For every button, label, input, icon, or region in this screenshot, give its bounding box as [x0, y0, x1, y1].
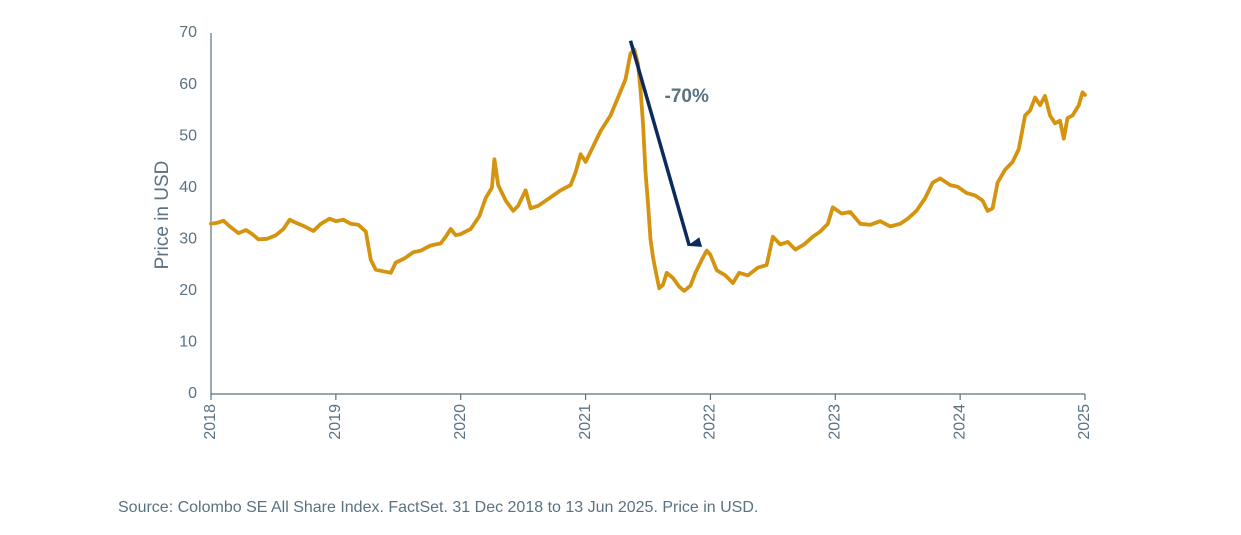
y-tick-label: 0: [188, 385, 197, 402]
drawdown-arrow: [628, 40, 703, 247]
source-note: Source: Colombo SE All Share Index. Fact…: [118, 499, 759, 516]
x-tick-label: 2019: [327, 404, 344, 440]
y-tick-label: 40: [179, 179, 197, 196]
y-tick-label: 10: [179, 334, 197, 351]
series-line-0: [209, 47, 1087, 293]
line-chart: 0 10 20 30 40 50 60 70 2018 2019 2020 2021 2022 2023…: [152, 24, 1093, 440]
x-tick-label: 2021: [577, 404, 594, 440]
x-tick-label: 2018: [202, 404, 219, 440]
x-axis: 2018 2019 2020 2021 2022 2023 2024 2025: [202, 393, 1093, 440]
x-tick-label: 2022: [702, 404, 719, 440]
y-tick-label: 20: [179, 282, 197, 299]
y-tick-label: 30: [179, 231, 197, 248]
y-tick-label: 70: [179, 24, 197, 41]
y-tick-label: 60: [179, 76, 197, 93]
x-tick-label: 2020: [452, 404, 469, 440]
y-axis: 0 10 20 30 40 50 60 70: [179, 24, 212, 402]
drawdown-label: -70%: [665, 86, 709, 107]
x-tick-label: 2025: [1076, 404, 1093, 440]
x-tick-label: 2024: [951, 404, 968, 440]
annotation-group: -70%: [628, 40, 709, 247]
x-tick-label: 2023: [827, 404, 844, 440]
series-group: [209, 47, 1087, 293]
y-axis-title: Price in USD: [152, 161, 173, 270]
y-tick-label: 50: [179, 127, 197, 144]
